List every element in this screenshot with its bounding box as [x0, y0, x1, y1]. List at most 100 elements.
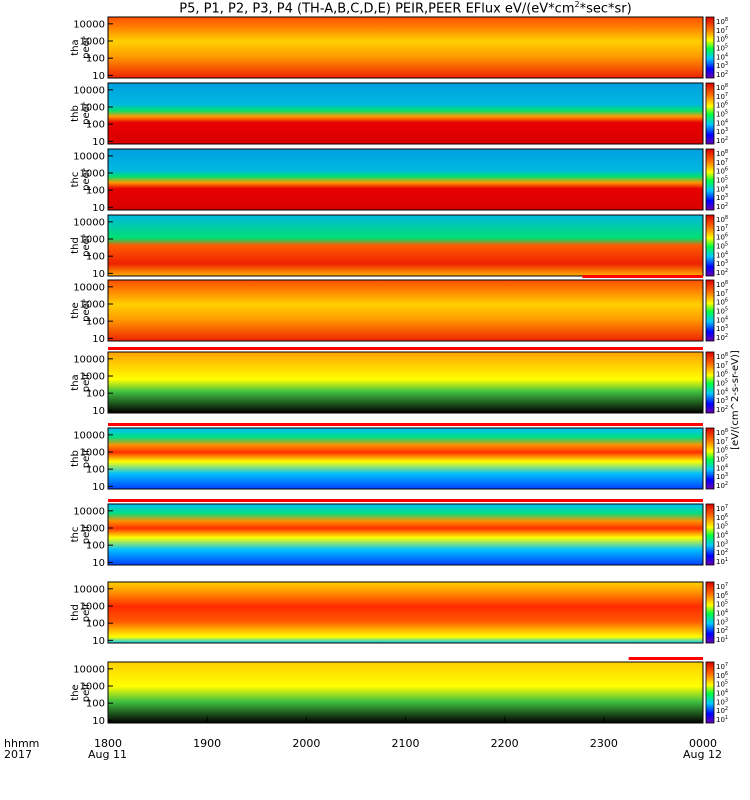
colorbar-tick-thd-peir-1: 106	[716, 591, 728, 600]
ytick-label-thd-peer-100: 100	[86, 252, 105, 263]
ytick-label-the-peer-100: 100	[86, 317, 105, 328]
spectrogram-thb-peer	[108, 83, 703, 144]
colorbar-tick-thb-peer-2: 106	[716, 101, 728, 110]
colorbar-tick-tha-peir-6: 102	[716, 405, 728, 414]
spectrogram-thc-peer	[108, 149, 703, 210]
flag-bar-the-peir	[628, 657, 703, 660]
colorbar-tick-the-peer-1: 107	[716, 289, 728, 298]
colorbar-tick-thd-peir-0: 107	[716, 582, 728, 591]
colorbar-tick-thb-peir-2: 106	[716, 446, 728, 455]
ytick-label-thd-peer-1000: 1000	[80, 235, 105, 246]
colorbar-tick-thc-peir-2: 105	[716, 522, 728, 531]
ytick-label-tha-peir-100: 100	[86, 389, 105, 400]
ytick-label-thb-peer-1000: 1000	[80, 103, 105, 114]
ytick-label-thc-peir-1000: 1000	[80, 524, 105, 535]
colorbar-tick-thb-peir-1: 107	[716, 437, 728, 446]
panel-frame-thd-peer	[107, 214, 704, 277]
colorbar-tick-tha-peer-4: 104	[716, 52, 728, 61]
colorbar-tick-thc-peir-1: 106	[716, 513, 728, 522]
colorbar-tick-thc-peir-6: 101	[716, 557, 728, 566]
ylabel-tha-peir-probe: tha	[70, 374, 81, 390]
colorbar-the-peer	[705, 279, 715, 342]
colorbar-tick-the-peir-0: 107	[716, 662, 728, 671]
ylabel-thb-peer-type: peer	[81, 101, 92, 125]
flag-bar-thc-peir	[108, 499, 703, 502]
ytick-label-the-peir-10000: 10000	[73, 664, 105, 675]
colorbar-tick-thc-peer-6: 102	[716, 202, 728, 211]
spectrogram-tha-peir	[108, 352, 703, 413]
colorbar-tick-thd-peer-1: 107	[716, 224, 728, 233]
ytick-label-the-peer-1000: 1000	[80, 300, 105, 311]
ytick-label-tha-peir-1000: 1000	[80, 372, 105, 383]
ytick-label-the-peir-1000: 1000	[80, 682, 105, 693]
ytick-label-tha-peer-10000: 10000	[73, 19, 105, 30]
colorbar-tick-tha-peer-2: 106	[716, 35, 728, 44]
colorbar-tick-the-peer-3: 105	[716, 307, 728, 316]
ylabel-tha-peer-probe: tha	[70, 39, 81, 55]
colorbar-tick-thb-peir-5: 103	[716, 472, 728, 481]
time-tick-label: 2000	[292, 737, 321, 750]
ylabel-thc-peer-type: peer	[81, 167, 92, 191]
flag-bar-the-peer	[582, 275, 703, 278]
ylabel-thb-peir-type: peir	[81, 448, 92, 468]
ytick-label-thc-peer-10: 10	[92, 203, 105, 214]
ytick-label-tha-peir-10000: 10000	[73, 354, 105, 365]
colorbar-tick-thb-peer-3: 105	[716, 110, 728, 119]
colorbar-tick-tha-peer-6: 102	[716, 70, 728, 79]
panel-frame-thb-peir	[107, 427, 704, 490]
colorbar-thd-peer	[705, 214, 715, 277]
ylabel-tha-peer-type: peer	[81, 35, 92, 59]
colorbar-tick-tha-peer-5: 103	[716, 61, 728, 70]
panel-frame-thb-peer	[107, 82, 704, 145]
ylabel-tha-peir-type: peir	[81, 372, 92, 392]
ytick-label-thc-peer-100: 100	[86, 186, 105, 197]
panel-frame-tha-peer	[107, 16, 704, 79]
colorbar-tick-thd-peir-5: 102	[716, 626, 728, 635]
colorbar-tick-tha-peir-2: 106	[716, 370, 728, 379]
colorbar-tick-thb-peir-4: 104	[716, 463, 728, 472]
ylabel-the-peer-probe: the	[70, 302, 81, 318]
colorbar-tick-thd-peer-0: 108	[716, 215, 728, 224]
time-row-label: hhmm	[4, 737, 40, 750]
ytick-label-thd-peir-100: 100	[86, 619, 105, 630]
ytick-label-thb-peir-1000: 1000	[80, 448, 105, 459]
ytick-label-thd-peer-10: 10	[92, 269, 105, 280]
spectrogram-thd-peir	[108, 582, 703, 643]
colorbar-tick-the-peer-5: 103	[716, 324, 728, 333]
ytick-label-thc-peir-100: 100	[86, 541, 105, 552]
colorbar-thc-peir	[705, 503, 715, 566]
colorbar-tick-tha-peir-4: 104	[716, 387, 728, 396]
ytick-label-thb-peer-10000: 10000	[73, 85, 105, 96]
panel-frame-thc-peir	[107, 503, 704, 566]
colorbar-tick-tha-peir-5: 103	[716, 396, 728, 405]
ylabel-thc-peir-probe: thc	[70, 527, 81, 543]
ytick-label-thb-peer-10: 10	[92, 137, 105, 148]
colorbar-tick-thb-peir-6: 102	[716, 481, 728, 490]
colorbar-tick-thc-peer-4: 104	[716, 184, 728, 193]
colorbar-tick-thd-peir-4: 103	[716, 617, 728, 626]
ytick-label-the-peir-100: 100	[86, 699, 105, 710]
ytick-label-tha-peir-10: 10	[92, 406, 105, 417]
date-label-start: Aug 11	[88, 748, 127, 761]
colorbar-tick-thc-peer-2: 106	[716, 167, 728, 176]
spectrogram-thb-peir	[108, 428, 703, 489]
panel-frame-thd-peir	[107, 581, 704, 644]
colorbar-tick-the-peer-6: 102	[716, 333, 728, 342]
ytick-label-thb-peer-100: 100	[86, 120, 105, 131]
colorbar-tick-thc-peer-5: 103	[716, 193, 728, 202]
ylabel-the-peir-probe: the	[70, 684, 81, 700]
colorbar-tick-thd-peer-5: 103	[716, 259, 728, 268]
spectrogram-tha-peer	[108, 17, 703, 78]
colorbar-tick-the-peir-4: 103	[716, 697, 728, 706]
ytick-label-tha-peer-100: 100	[86, 54, 105, 65]
time-tick-label: 1900	[193, 737, 222, 750]
colorbar-tick-the-peir-3: 104	[716, 689, 728, 698]
panel-frame-tha-peir	[107, 351, 704, 414]
colorbar-tha-peer	[705, 16, 715, 79]
ytick-label-thb-peir-10000: 10000	[73, 430, 105, 441]
colorbar-thb-peer	[705, 82, 715, 145]
colorbar-tick-thd-peir-2: 105	[716, 600, 728, 609]
colorbar-tick-the-peir-1: 106	[716, 671, 728, 680]
time-tick-label: 2100	[391, 737, 420, 750]
colorbar-tick-tha-peir-3: 105	[716, 379, 728, 388]
